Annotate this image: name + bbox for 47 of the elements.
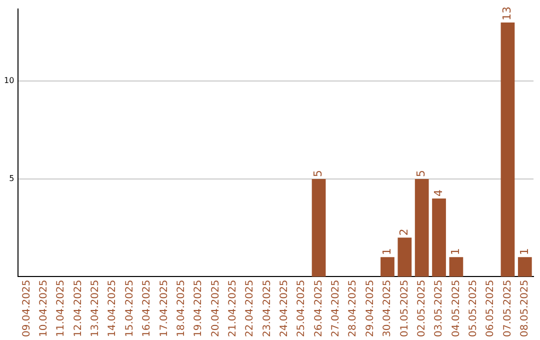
bar (398, 238, 412, 277)
x-tick-label: 06.05.2025 (485, 280, 496, 338)
x-tick-label: 19.04.2025 (193, 280, 204, 338)
bar (414, 178, 429, 277)
x-tick-label: 15.04.2025 (124, 280, 136, 338)
x-tick-label: 26.04.2025 (313, 280, 324, 338)
data-label: 1 (518, 248, 531, 256)
x-tick-label: 28.04.2025 (348, 280, 359, 338)
x-tick-label: 03.05.2025 (434, 280, 445, 338)
x-tick-label: 30.04.2025 (382, 280, 394, 338)
x-tick-label: 02.05.2025 (416, 280, 428, 338)
y-tick-label: 10 (4, 76, 14, 86)
x-tick-label: 23.04.2025 (262, 280, 273, 338)
x-tick-label: 09.04.2025 (21, 280, 32, 338)
x-tick-label: 22.04.2025 (244, 280, 256, 338)
bar (380, 257, 394, 277)
x-tick-label: 18.04.2025 (176, 280, 187, 338)
data-label: 1 (449, 248, 462, 256)
x-tick-label: 11.04.2025 (56, 280, 67, 338)
x-tick-label: 20.04.2025 (210, 280, 222, 338)
data-label: 5 (312, 170, 325, 177)
data-label: 13 (500, 6, 514, 20)
x-tick-label: 16.04.2025 (142, 280, 153, 338)
x-tick-label: 13.04.2025 (90, 280, 102, 338)
x-tick-label: 07.05.2025 (502, 280, 514, 338)
x-tick-label: 27.04.2025 (330, 280, 342, 338)
bar (500, 22, 515, 277)
bar (518, 257, 532, 277)
data-label: 1 (380, 248, 394, 256)
x-tick-label: 29.04.2025 (364, 280, 376, 338)
x-tick-label: 12.04.2025 (72, 280, 84, 338)
x-tick-label: 05.05.2025 (468, 280, 479, 338)
bar (312, 178, 326, 277)
x-tick-label: 17.04.2025 (158, 280, 170, 338)
bar (432, 198, 446, 277)
x-tick-label: 25.04.2025 (296, 280, 308, 338)
x-tick-label: 24.04.2025 (279, 280, 290, 338)
x-tick-label: 21.04.2025 (227, 280, 238, 338)
x-tick-label: 10.04.2025 (38, 280, 50, 338)
bar (449, 257, 464, 277)
x-tick-label: 01.05.2025 (399, 280, 410, 338)
x-tick-label: 14.04.2025 (107, 280, 118, 338)
data-label: 5 (414, 170, 428, 177)
data-label: 2 (398, 228, 411, 236)
x-tick-label: 08.05.2025 (519, 280, 530, 338)
data-label: 4 (432, 190, 445, 197)
x-tick-label: 04.05.2025 (450, 280, 462, 338)
